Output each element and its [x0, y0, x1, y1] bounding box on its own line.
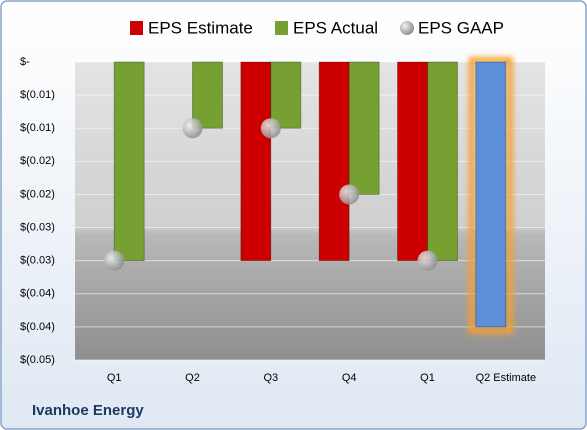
plot-area	[75, 62, 545, 360]
y-tick-label: $-	[20, 56, 30, 68]
bar	[348, 61, 380, 195]
y-tick-label: $(0.05)	[20, 354, 55, 366]
legend-swatch	[400, 21, 414, 35]
y-tick-label: $(0.01)	[20, 89, 55, 101]
y-tick-label: $(0.02)	[20, 155, 55, 167]
x-tick-label: Q4	[342, 372, 357, 384]
bar	[475, 61, 507, 328]
bar	[113, 61, 145, 262]
x-tick-label: Q2	[185, 372, 200, 384]
gaap-marker	[339, 184, 360, 205]
legend-swatch	[275, 21, 288, 35]
chart-title: Ivanhoe Energy	[32, 402, 144, 419]
gaap-marker	[260, 118, 281, 139]
y-tick-label: $(0.03)	[20, 255, 55, 267]
legend-swatch	[130, 21, 143, 35]
gaap-marker	[104, 250, 125, 271]
bar	[318, 61, 350, 262]
legend-label: EPS Actual	[293, 18, 378, 37]
gaap-marker	[417, 250, 438, 271]
bar	[427, 61, 458, 262]
x-tick-label: Q3	[263, 372, 278, 384]
bar	[397, 61, 428, 262]
legend-label: EPS GAAP	[418, 18, 504, 37]
legend-label: EPS Estimate	[148, 18, 253, 37]
y-tick-label: $(0.04)	[20, 321, 55, 333]
y-tick-label: $(0.01)	[20, 122, 55, 134]
bar	[192, 61, 223, 129]
y-tick-label: $(0.04)	[20, 288, 55, 300]
bar-highlight	[468, 57, 513, 334]
gaap-marker	[182, 118, 203, 139]
x-tick-label: Q1	[107, 372, 122, 384]
x-tick-label: Q1	[420, 372, 435, 384]
x-tick-label: Q2 Estimate	[476, 372, 537, 384]
bar	[270, 61, 302, 129]
bar	[240, 61, 272, 262]
y-tick-label: $(0.03)	[20, 221, 55, 233]
y-tick-label: $(0.02)	[20, 188, 55, 200]
legend: EPS Estimate EPS Actual EPS GAAP	[130, 18, 504, 37]
